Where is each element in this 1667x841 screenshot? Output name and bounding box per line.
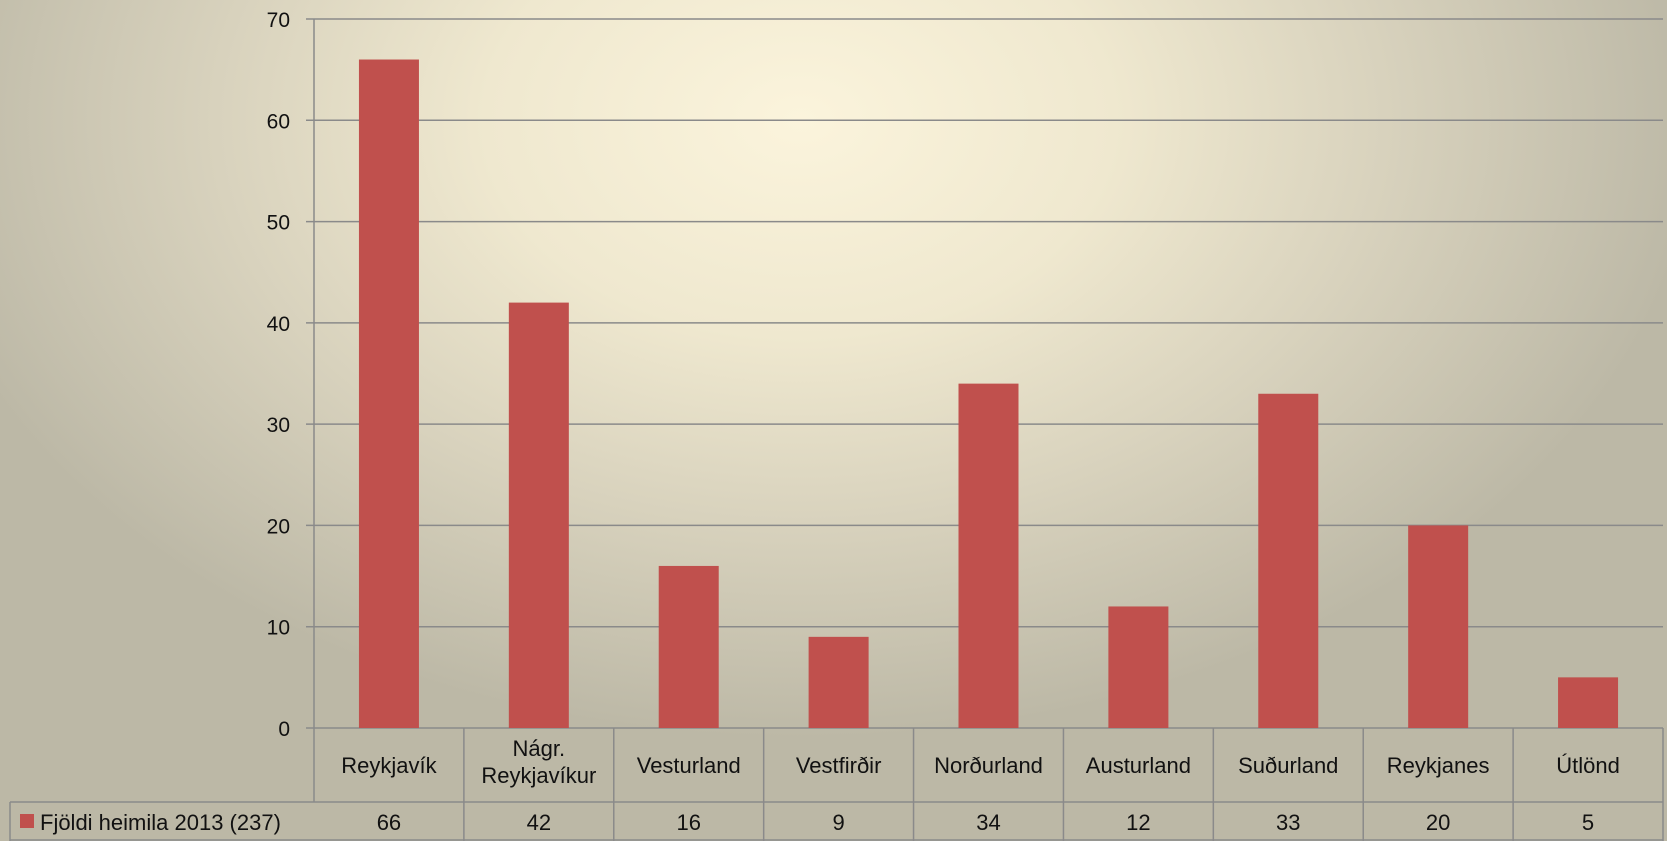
legend-label: Fjöldi heimila 2013 (237) xyxy=(40,810,281,835)
category-label: Vestfirðir xyxy=(796,753,882,778)
bar xyxy=(358,59,419,729)
bars xyxy=(358,59,1619,729)
data-value-label: 33 xyxy=(1276,810,1300,835)
category-label: Norðurland xyxy=(934,753,1043,778)
y-tick-label: 20 xyxy=(267,515,290,538)
data-value-label: 66 xyxy=(377,810,401,835)
category-label: Reykjavíkur xyxy=(481,763,596,788)
data-value-label: 16 xyxy=(676,810,700,835)
data-value-label: 9 xyxy=(832,810,844,835)
y-axis-ticks: 0 10 20 30 40 50 60 70 xyxy=(267,9,290,741)
bar xyxy=(1408,525,1469,728)
bar xyxy=(1558,677,1619,728)
category-label: Reykjanes xyxy=(1387,753,1490,778)
bar xyxy=(958,383,1019,728)
legend-swatch xyxy=(20,814,34,828)
category-label: Suðurland xyxy=(1238,753,1338,778)
category-label: Útlönd xyxy=(1556,753,1620,778)
bar xyxy=(1258,393,1319,728)
data-table: Reykjavík 66 Nágr.Reykjavíkur 42 Vesturland 1… xyxy=(9,728,1664,841)
y-tick-label: 70 xyxy=(267,9,290,32)
y-tick-label: 60 xyxy=(267,110,290,133)
y-tick-label: 10 xyxy=(267,617,290,640)
data-value-label: 42 xyxy=(527,810,551,835)
bar xyxy=(808,636,869,728)
data-value-label: 34 xyxy=(976,810,1000,835)
category-label: Vesturland xyxy=(637,753,741,778)
bar xyxy=(1108,606,1169,728)
bar xyxy=(508,302,569,728)
category-label: Nágr. xyxy=(513,736,566,761)
category-label: Reykjavík xyxy=(341,753,437,778)
legend: Fjöldi heimila 2013 (237) xyxy=(20,810,281,835)
y-tick-label: 50 xyxy=(267,212,290,235)
data-value-label: 20 xyxy=(1426,810,1450,835)
y-tick-label: 40 xyxy=(267,313,290,336)
category-label: Austurland xyxy=(1086,753,1191,778)
y-tick-label: 30 xyxy=(267,414,290,437)
y-tick-label: 0 xyxy=(278,718,290,741)
data-value-label: 5 xyxy=(1582,810,1594,835)
bar xyxy=(658,565,719,728)
data-value-label: 12 xyxy=(1126,810,1150,835)
